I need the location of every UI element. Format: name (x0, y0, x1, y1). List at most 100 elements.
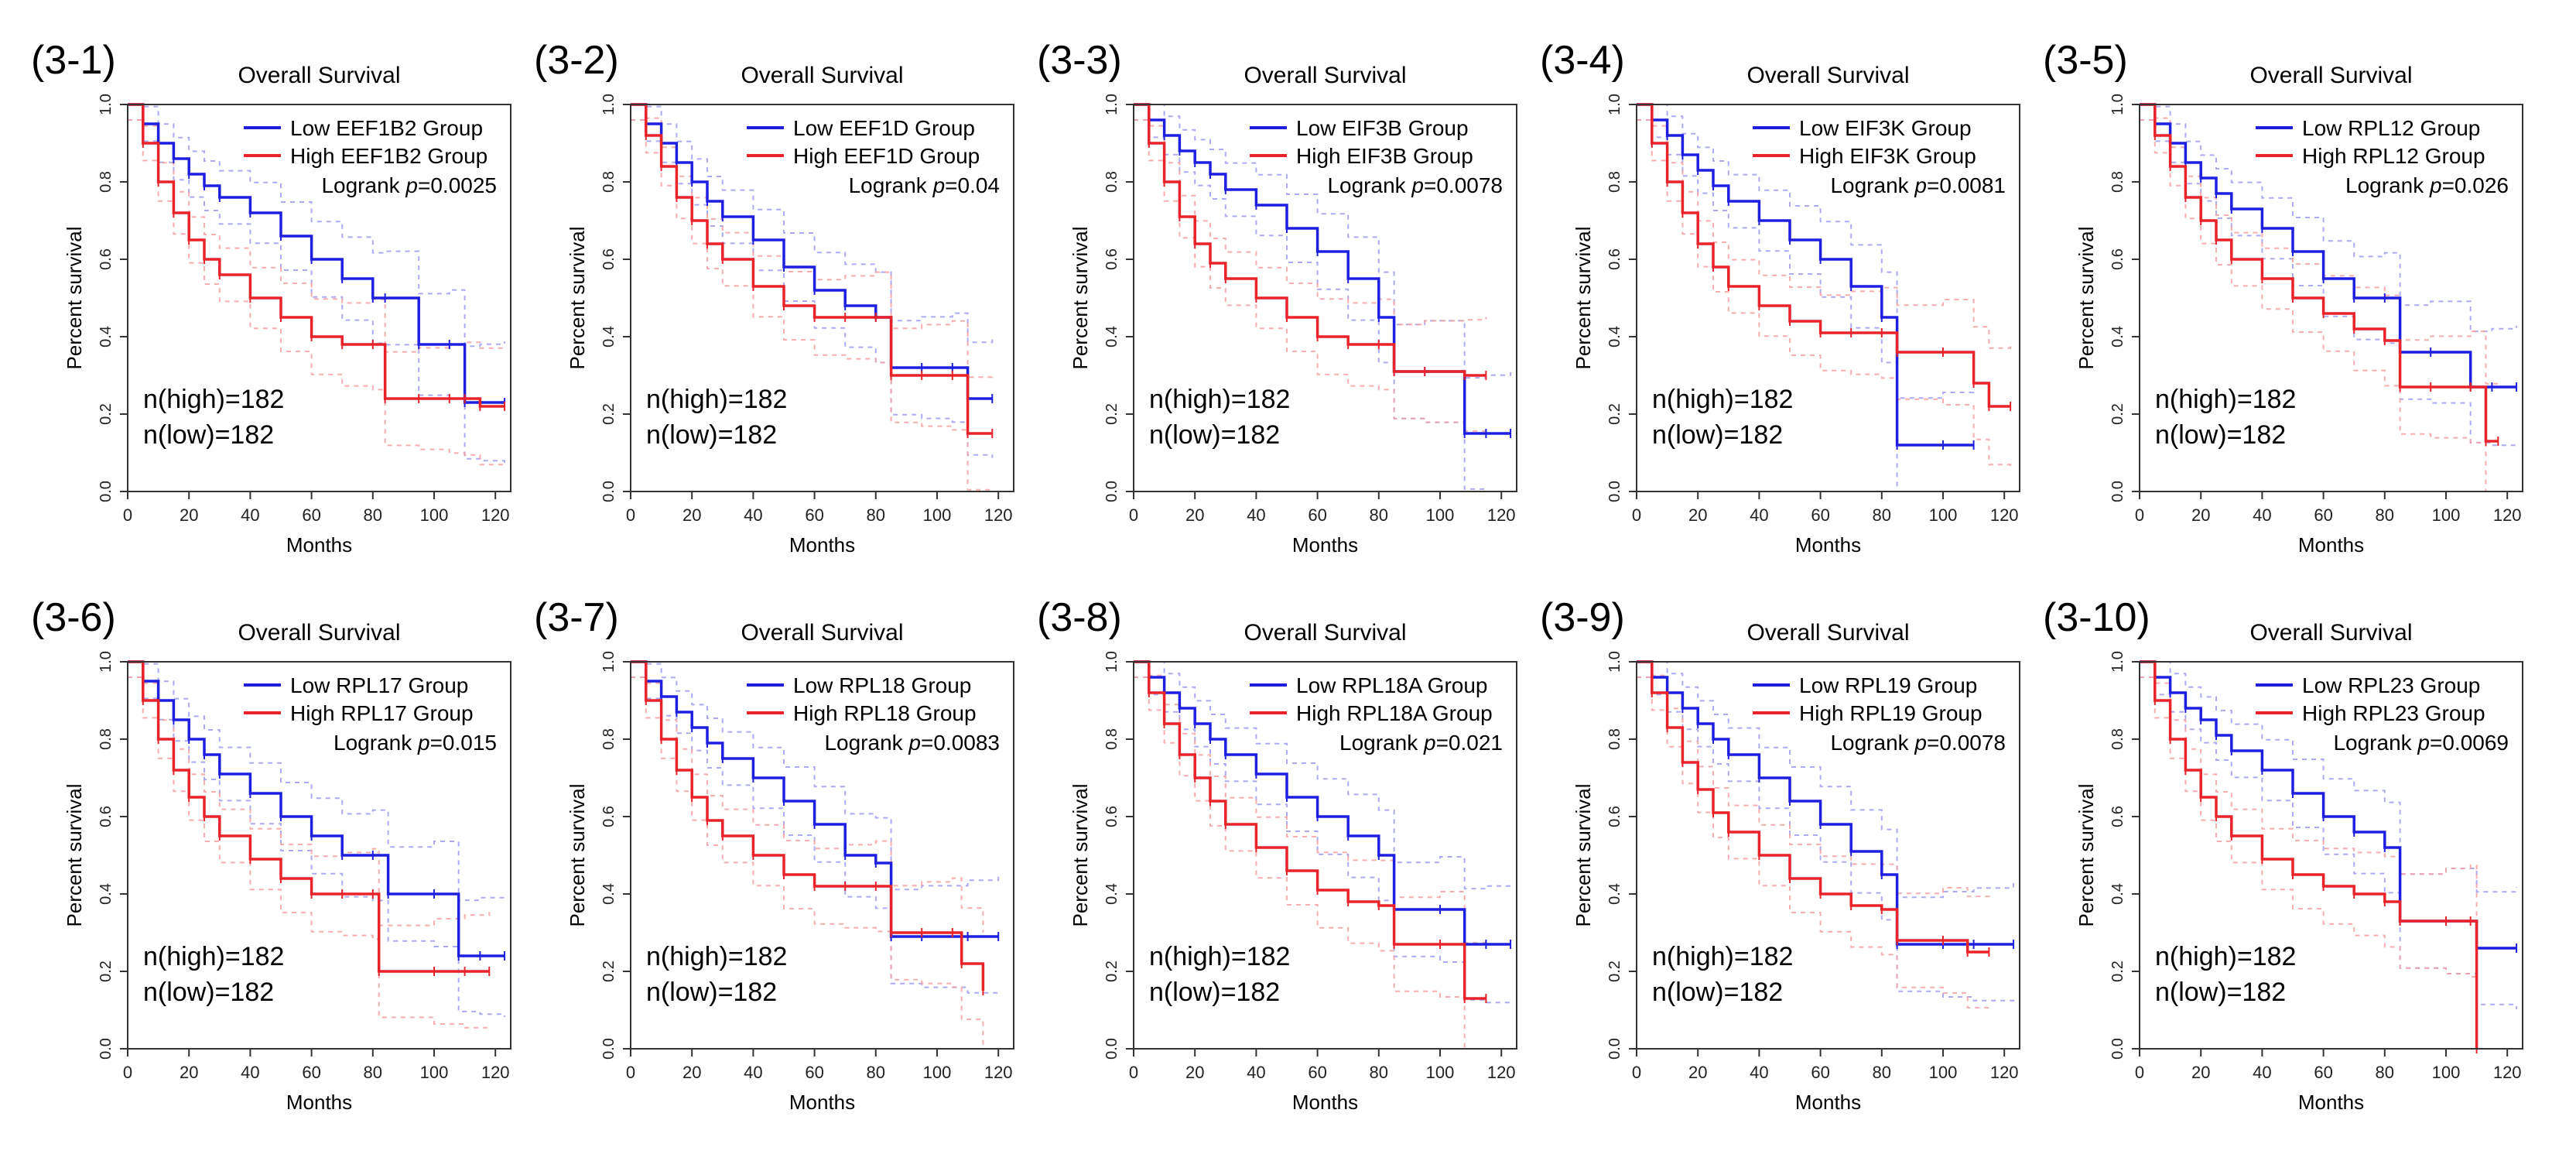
ci-line-low-upper (1134, 104, 1512, 379)
logrank-part: Logrank (334, 731, 418, 755)
y-tick-label: 0.2 (2109, 403, 2126, 425)
n-low-label: n(low)=182 (143, 978, 274, 1007)
legend-label-low: Low RPL12 Group (2302, 116, 2480, 140)
chart-panel-7: (3-7) Overall Survival 0 20 40 60 80 100 120 0.0 0… (534, 595, 1014, 1114)
y-tick-label: 1.0 (1606, 94, 1623, 115)
logrank-part: =0.0069 (2430, 731, 2509, 755)
y-tick-label: 0.0 (1103, 1038, 1120, 1060)
x-tick-label: 100 (1929, 1063, 1958, 1082)
x-tick-label: 20 (1185, 505, 1204, 525)
x-tick-label: 20 (1688, 1063, 1707, 1082)
y-tick-label: 0.6 (2109, 248, 2126, 270)
survival-curve-high (128, 660, 490, 973)
n-low-label: n(low)=182 (646, 420, 777, 450)
x-tick-label: 120 (1487, 1063, 1516, 1082)
ci-line-high-upper (1134, 661, 1487, 944)
x-tick-label: 120 (984, 1063, 1013, 1082)
x-tick-label: 120 (2493, 505, 2522, 525)
logrank-p-value: Logrank p=0.0078 (1830, 731, 2006, 755)
x-tick-label: 20 (682, 505, 701, 525)
plot-frame (1636, 104, 2020, 492)
logrank-part: p (2417, 731, 2430, 755)
plot-frame (1133, 104, 1517, 492)
x-tick-label: 100 (420, 1063, 449, 1082)
ci-line-high-lower (631, 676, 984, 1049)
logrank-part: p (1411, 173, 1424, 197)
x-tick-label: 120 (1487, 505, 1516, 525)
x-tick-label: 0 (1632, 505, 1641, 525)
legend-label-high: High RPL18A Group (1296, 701, 1493, 725)
plot-frame (630, 661, 1014, 1050)
y-tick-label: 0.8 (97, 728, 115, 750)
x-tick-label: 100 (2432, 1063, 2461, 1082)
legend-label-low: Low EIF3B Group (1296, 116, 1469, 140)
legend-label-high: High EIF3K Group (1799, 144, 1976, 168)
y-tick-label: 0.6 (1606, 806, 1623, 827)
survival-curve-low (1134, 660, 1511, 946)
legend-label-low: Low RPL23 Group (2302, 673, 2480, 697)
chart-title: Overall Survival (1244, 620, 1406, 646)
y-tick-label: 1.0 (2109, 651, 2126, 673)
x-tick-label: 60 (805, 505, 823, 525)
x-tick-label: 40 (2253, 1063, 2271, 1082)
x-tick-label: 100 (923, 1063, 952, 1082)
x-axis-label: Months (286, 533, 352, 557)
x-tick-label: 60 (1308, 505, 1326, 525)
x-tick-label: 60 (302, 1063, 320, 1082)
y-tick-label: 0.4 (97, 326, 115, 348)
y-tick-label: 0.8 (1606, 728, 1623, 750)
logrank-part: =0.0083 (921, 731, 1000, 755)
x-tick-label: 0 (1632, 1063, 1641, 1082)
x-axis-label: Months (1795, 533, 1861, 557)
x-axis-label: Months (1292, 1091, 1358, 1114)
ci-line-high-lower (2140, 676, 2478, 1049)
x-tick-label: 120 (481, 1063, 510, 1082)
logrank-part: Logrank (2333, 731, 2417, 755)
y-tick-label: 0.4 (600, 326, 617, 348)
ci-line-high-upper (1637, 104, 2012, 349)
ci-line-high-upper (631, 661, 984, 933)
plot-frame (1133, 661, 1517, 1050)
x-tick-label: 0 (123, 505, 132, 525)
x-tick-label: 40 (241, 1063, 259, 1082)
y-axis-label: Percent survival (2075, 784, 2098, 927)
y-tick-label: 0.4 (2109, 326, 2126, 348)
panel-label: (3-4) (1540, 38, 1625, 83)
y-tick-label: 0.0 (1606, 481, 1623, 502)
x-tick-label: 80 (1873, 1063, 1891, 1082)
logrank-part: p (908, 731, 921, 755)
ci-line-low-lower (1134, 119, 1511, 492)
y-tick-label: 0.8 (97, 171, 115, 193)
logrank-part: Logrank (849, 173, 933, 197)
ci-line-high-upper (1134, 104, 1487, 326)
x-tick-label: 60 (2314, 505, 2332, 525)
x-axis-label: Months (789, 533, 855, 557)
survival-curve-high (1134, 103, 1486, 377)
chart-title: Overall Survival (1746, 63, 1909, 88)
x-tick-label: 80 (364, 1063, 382, 1082)
y-tick-label: 0.6 (97, 248, 115, 270)
y-tick-label: 0.2 (97, 961, 115, 982)
survival-curve-high (128, 103, 505, 408)
x-tick-label: 60 (1811, 1063, 1829, 1082)
ci-line-low-upper (128, 661, 506, 902)
ci-line-high-lower (1134, 676, 1486, 1050)
logrank-part: p (1914, 731, 1927, 755)
y-tick-label: 0.4 (1606, 883, 1623, 905)
logrank-part: p (932, 173, 946, 197)
legend-label-low: Low RPL17 Group (290, 673, 468, 697)
x-tick-label: 120 (1990, 1063, 2019, 1082)
ci-line-low-upper (1637, 661, 2015, 899)
ci-line-high-upper (1637, 661, 1990, 898)
x-tick-label: 60 (1308, 1063, 1326, 1082)
chart-title: Overall Survival (238, 620, 400, 646)
x-tick-label: 20 (682, 1063, 701, 1082)
x-tick-label: 80 (2376, 505, 2394, 525)
x-tick-label: 0 (2135, 1063, 2144, 1082)
chart-panel-5: (3-5) Overall Survival 0 20 40 60 80 100 120 0.0 0… (2043, 38, 2523, 557)
logrank-p-value: Logrank p=0.021 (1339, 731, 1503, 755)
ci-line-low-upper (128, 104, 506, 348)
legend-label-low: Low RPL18 Group (793, 673, 971, 697)
x-axis-label: Months (1292, 533, 1358, 557)
